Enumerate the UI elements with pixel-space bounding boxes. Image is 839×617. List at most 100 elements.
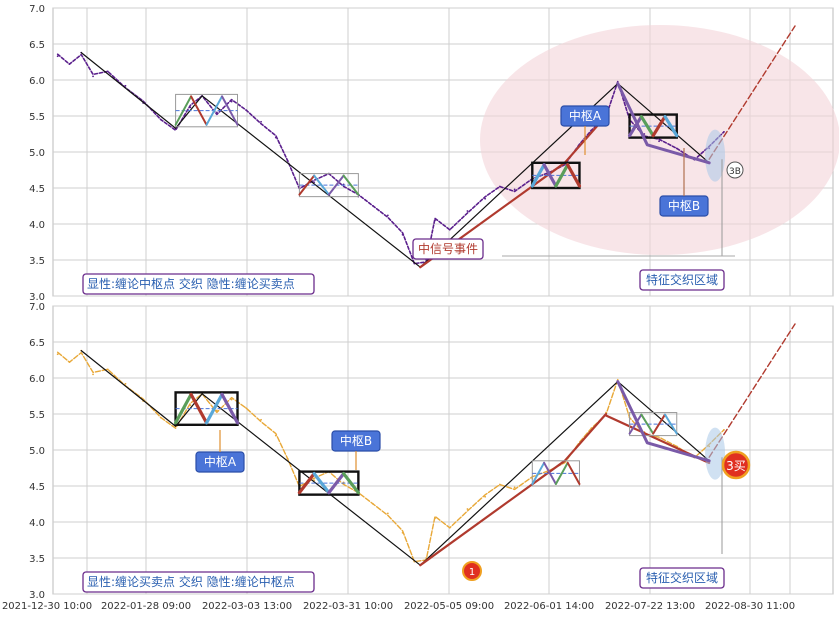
price-point [230, 398, 233, 401]
pivot-sub-stroke [566, 163, 582, 188]
x-tick-label: 2022-01-28 09:00 [101, 601, 191, 612]
pivot-sub-stroke [628, 413, 643, 435]
price-point [675, 147, 678, 150]
pivot-sub-stroke [663, 413, 678, 435]
buy-point-3: 3买 [726, 459, 746, 473]
zone-label-box [639, 567, 725, 589]
pivot-sub-stroke [639, 114, 655, 138]
price-point [245, 109, 248, 112]
signal-box [412, 238, 484, 260]
x-axis: 2021-12-30 10:00 2022-01-28 09:00 2022-03-… [2, 601, 795, 612]
legend-box [82, 571, 315, 593]
y-tick-label: 7.0 [29, 4, 45, 15]
price-point [286, 457, 289, 460]
price-point [159, 416, 162, 419]
y-tick-label: 4.5 [29, 482, 45, 493]
pivot-sub-stroke [327, 472, 346, 495]
price-point [274, 434, 277, 437]
pivot-a-label: 中枢A [204, 454, 237, 469]
pivot-sub-stroke [342, 472, 360, 495]
y-tick-label: 5.5 [29, 410, 45, 421]
pivot-sub-stroke [221, 95, 239, 126]
buy-point-3b-circle [726, 161, 744, 179]
price-point [260, 418, 262, 421]
x-tick-label: 2022-05-05 09:00 [404, 601, 494, 612]
pivot-sub-stroke [312, 472, 331, 495]
bi-skeleton [80, 52, 710, 268]
price-point [68, 361, 71, 364]
pivot-sub-stroke [627, 114, 643, 138]
pivot-sub-stroke [189, 392, 209, 425]
pivot-sub-stroke [220, 392, 240, 425]
price-point [484, 197, 487, 200]
y-tick-label: 3.5 [29, 554, 45, 565]
x-tick-label: 2022-07-22 13:00 [605, 601, 695, 612]
price-point [484, 495, 487, 498]
pivot-sub-stroke [298, 174, 316, 196]
pivot-sub-stroke [530, 163, 546, 188]
final-stroke [616, 82, 711, 165]
price-point [425, 557, 428, 559]
price-point [286, 159, 289, 162]
price-point [466, 210, 469, 212]
zone-label: 特征交织区域 [646, 570, 718, 585]
price-point [92, 373, 94, 376]
x-tick-label: 2022-03-31 10:00 [303, 601, 393, 612]
price-point [124, 84, 127, 87]
price-point [658, 140, 660, 143]
y-tick-label: 5.0 [29, 148, 45, 159]
price-point [723, 130, 725, 133]
price-point [372, 205, 375, 207]
x-tick-label: 2021-12-30 10:00 [2, 601, 92, 612]
price-point [498, 483, 501, 486]
pivot-sub-stroke [543, 461, 557, 485]
price-point [230, 100, 233, 103]
price-point [189, 106, 192, 109]
bottom-panel: 7.0 6.5 6.0 5.5 5.0 4.5 4.0 3.5 3.0 显性:缠论买卖点 交织 隐… [29, 302, 834, 601]
pivot-b-label: 中枢B [340, 433, 372, 448]
y-tick-label: 6.0 [29, 374, 45, 385]
price-point [189, 404, 192, 407]
pivot-sub-stroke [652, 413, 666, 435]
price-point [466, 508, 469, 510]
price-point [245, 407, 248, 410]
price-point [513, 188, 516, 191]
pivot-a-label: 中枢A [569, 108, 602, 123]
y-tick-label: 6.0 [29, 76, 45, 87]
y-tick-label: 4.5 [29, 184, 45, 195]
x-tick-label: 2022-03-03 13:00 [202, 601, 292, 612]
x-tick-label: 2022-08-30 11:00 [705, 601, 795, 612]
zone-label-box [639, 269, 725, 291]
legend-label: 显性:缠论买卖点 交织 隐性:缠论中枢点 [87, 574, 295, 589]
y-tick-label: 6.5 [29, 338, 45, 349]
price-point [92, 75, 94, 78]
price-point [159, 118, 162, 121]
legend-label: 显性:缠论中枢点 交织 隐性:缠论买卖点 [87, 276, 295, 291]
buy-point-3-circle [721, 450, 751, 480]
y-tick-label: 5.5 [29, 112, 45, 123]
pivot-sub-stroke [173, 392, 193, 425]
y-tick-label: 3.0 [29, 292, 45, 303]
pivot-sub-stroke [174, 95, 193, 126]
price-point [274, 136, 277, 139]
price-point [124, 382, 127, 385]
price-point [434, 517, 436, 520]
zone-label: 特征交织区域 [646, 272, 718, 287]
price-point [498, 185, 501, 188]
price-point [313, 181, 316, 184]
pivot-sub-stroke [566, 461, 581, 485]
price-point [448, 228, 451, 231]
projection-line [708, 25, 796, 160]
zone-shade [705, 427, 726, 480]
pivot-sub-stroke [313, 174, 330, 196]
price-point [401, 233, 404, 236]
price-point [434, 219, 436, 222]
price-line [56, 53, 725, 265]
price-point [215, 409, 218, 412]
pivot-sub-stroke [663, 114, 679, 138]
pivot-sub-stroke [327, 174, 345, 196]
y-tick-label: 4.0 [29, 220, 45, 231]
price-point [313, 479, 316, 482]
price-point [106, 368, 109, 371]
